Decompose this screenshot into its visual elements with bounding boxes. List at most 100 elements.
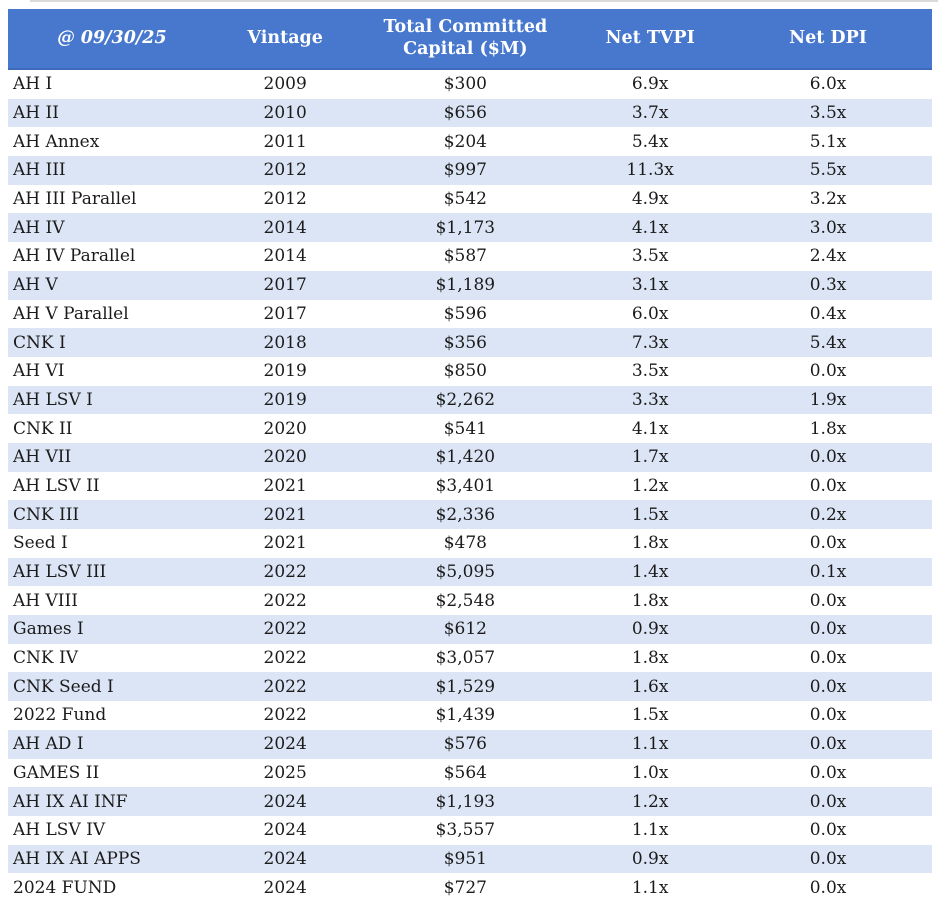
table-row: CNK Seed I 2022 $1,529 1.6x 0.0x (8, 672, 932, 702)
vintage-cell: 2021 (263, 504, 307, 525)
fund-name-cell: AH V (13, 275, 58, 296)
net-tvpi-cell: 1.1x (631, 734, 669, 755)
committed-capital-cell: $5,095 (435, 562, 496, 583)
net-tvpi-cell: 1.7x (631, 447, 669, 468)
table-row: AH IV Parallel 2014 $587 3.5x 2.4x (8, 242, 932, 271)
net-tvpi-cell: 3.1x (631, 275, 669, 296)
net-tvpi-cell: 1.4x (631, 562, 669, 583)
net-tvpi-cell: 1.6x (631, 676, 669, 697)
table-row: AH VII 2020 $1,420 1.7x 0.0x (8, 442, 932, 472)
net-dpi-cell: 0.0x (809, 820, 847, 841)
table-row: Games I 2022 $612 0.9x 0.0x (8, 615, 932, 644)
vintage-cell: 2020 (263, 447, 307, 468)
committed-capital-cell: $1,529 (435, 676, 496, 697)
fund-name-cell: 2024 FUND (13, 877, 117, 898)
fund-name-cell: 2022 Fund (13, 705, 107, 726)
committed-capital-cell: $2,548 (435, 590, 496, 611)
net-dpi-cell: 0.0x (809, 361, 847, 382)
fund-name-cell: AH I (13, 74, 53, 95)
net-dpi-cell: 0.1x (809, 562, 847, 583)
net-dpi-cell: 3.0x (809, 217, 847, 238)
vintage-cell: 2014 (263, 217, 307, 238)
net-tvpi-cell: 0.9x (631, 619, 669, 640)
net-dpi-cell: 5.5x (809, 160, 847, 181)
vintage-cell: 2024 (263, 791, 307, 812)
fund-name-cell: AH VI (13, 361, 65, 382)
table-row: CNK IV 2022 $3,057 1.8x 0.0x (8, 643, 932, 673)
committed-capital-cell: $596 (443, 303, 487, 324)
fund-performance-table: @ 09/30/25 Vintage Total Committed Capit… (8, 9, 932, 900)
net-dpi-cell: 0.0x (809, 877, 847, 898)
fund-name-cell: AH LSV I (13, 389, 93, 410)
vintage-cell: 2012 (263, 189, 307, 210)
vintage-cell: 2022 (263, 590, 307, 611)
table-row: CNK II 2020 $541 4.1x 1.8x (8, 414, 932, 443)
table-row: AH II 2010 $656 3.7x 3.5x (8, 98, 932, 128)
header-cell-total-committed-capital: Total Committed Capital ($M) (354, 9, 577, 70)
net-tvpi-cell: 6.9x (631, 74, 669, 95)
committed-capital-cell: $478 (443, 533, 487, 554)
net-dpi-cell: 5.4x (809, 332, 847, 353)
net-dpi-cell: 3.5x (809, 103, 847, 124)
net-dpi-cell: 0.0x (809, 590, 847, 611)
vintage-cell: 2022 (263, 562, 307, 583)
net-tvpi-cell: 1.2x (631, 475, 669, 496)
committed-capital-cell: $997 (443, 160, 487, 181)
fund-name-cell: CNK I (13, 332, 66, 353)
vintage-cell: 2019 (263, 361, 307, 382)
net-tvpi-cell: 3.7x (631, 103, 669, 124)
vintage-cell: 2024 (263, 848, 307, 869)
net-tvpi-cell: 4.1x (631, 217, 669, 238)
net-dpi-cell: 2.4x (809, 246, 847, 267)
net-dpi-cell: 6.0x (809, 74, 847, 95)
fund-name-cell: AH Annex (13, 131, 100, 152)
fund-name-cell: AH VIII (13, 590, 78, 611)
vintage-cell: 2017 (263, 303, 307, 324)
header-cell-vintage: Vintage (215, 9, 355, 70)
net-tvpi-cell: 1.1x (631, 877, 669, 898)
committed-capital-cell: $612 (443, 619, 487, 640)
fund-name-cell: AH LSV IV (13, 820, 106, 841)
fund-name-cell: CNK IV (13, 648, 78, 669)
net-dpi-cell: 0.0x (809, 705, 847, 726)
fund-name-cell: AH IV (13, 217, 65, 238)
table-row: AH III 2012 $997 11.3x 5.5x (8, 156, 932, 185)
table-row: AH AD I 2024 $576 1.1x 0.0x (8, 729, 932, 759)
table-header-row: @ 09/30/25 Vintage Total Committed Capit… (8, 9, 932, 70)
net-tvpi-cell: 1.2x (631, 791, 669, 812)
table-row: AH LSV III 2022 $5,095 1.4x 0.1x (8, 557, 932, 587)
vintage-cell: 2022 (263, 648, 307, 669)
net-tvpi-cell: 6.0x (631, 303, 669, 324)
committed-capital-cell: $850 (443, 361, 487, 382)
table-row: AH I 2009 $300 6.9x 6.0x (8, 69, 932, 99)
net-tvpi-cell: 1.8x (631, 648, 669, 669)
net-dpi-cell: 0.0x (809, 762, 847, 783)
net-tvpi-cell: 1.5x (631, 705, 669, 726)
vintage-cell: 2012 (263, 160, 307, 181)
table-row: AH LSV II 2021 $3,401 1.2x 0.0x (8, 471, 932, 501)
top-divider (30, 0, 938, 2)
committed-capital-cell: $576 (443, 734, 487, 755)
committed-capital-cell: $1,173 (435, 217, 496, 238)
net-dpi-cell: 0.0x (809, 475, 847, 496)
table-row: Seed I 2021 $478 1.8x 0.0x (8, 529, 932, 558)
table-row: 2024 FUND 2024 $727 1.1x 0.0x (8, 873, 932, 900)
table-row: AH LSV I 2019 $2,262 3.3x 1.9x (8, 385, 932, 415)
fund-name-cell: AH IX AI APPS (13, 848, 141, 869)
vintage-cell: 2022 (263, 676, 307, 697)
table-row: AH IV 2014 $1,173 4.1x 3.0x (8, 213, 932, 243)
vintage-cell: 2021 (263, 475, 307, 496)
net-tvpi-cell: 5.4x (631, 131, 669, 152)
net-dpi-cell: 5.1x (809, 131, 847, 152)
net-tvpi-cell: 3.3x (631, 389, 669, 410)
net-dpi-cell: 0.4x (809, 303, 847, 324)
vintage-cell: 2019 (263, 389, 307, 410)
committed-capital-cell: $3,057 (435, 648, 496, 669)
fund-name-cell: Seed I (13, 533, 68, 554)
fund-name-cell: AH VII (13, 447, 72, 468)
table-row: AH VIII 2022 $2,548 1.8x 0.0x (8, 586, 932, 616)
net-dpi-cell: 0.3x (809, 275, 847, 296)
fund-name-cell: CNK Seed I (13, 676, 114, 697)
net-tvpi-cell: 3.5x (631, 246, 669, 267)
table-row: GAMES II 2025 $564 1.0x 0.0x (8, 758, 932, 788)
